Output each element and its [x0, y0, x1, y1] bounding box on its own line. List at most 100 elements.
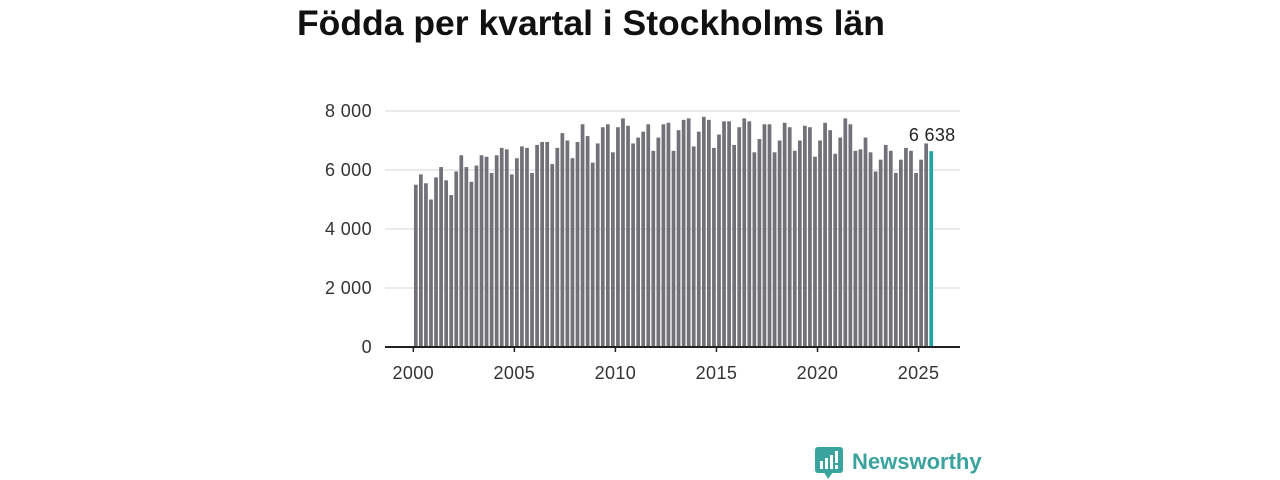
bar-2004-q3: [504, 149, 509, 347]
bar-2019-q3: [808, 127, 812, 347]
bar-2024-q2: [904, 147, 908, 348]
bar-2010-q3: [626, 125, 630, 347]
bar-2004-q2: [499, 147, 504, 348]
bar-2001-q4: [449, 195, 454, 347]
x-tick-label-2010: 2010: [595, 363, 637, 383]
bar-2009-q2: [600, 127, 605, 347]
bar-2017-q2: [762, 124, 767, 347]
bar-2004-q1: [494, 155, 499, 347]
bar-2014-q2: [701, 116, 706, 348]
x-tick-label-2015: 2015: [696, 363, 738, 383]
bar-2013-q3: [686, 118, 691, 348]
bar-2015-q3: [727, 121, 731, 347]
bar-2001-q2: [439, 167, 443, 347]
bar-2012-q4: [671, 150, 676, 347]
bar-2016-q4: [752, 152, 757, 347]
y-axis-labels: 0 2 000 4 000 6 000 8 000: [325, 101, 372, 357]
bar-2020-q4: [833, 153, 838, 347]
bar-2008-q2: [580, 124, 585, 347]
bar-2012-q2: [661, 124, 666, 347]
bar-2025-q2: [924, 143, 929, 347]
y-tick-label-2000: 2 000: [325, 278, 372, 298]
bar-2024-q3: [909, 150, 913, 347]
bar-2001-q1: [434, 177, 438, 348]
bar-2010-q2: [621, 118, 625, 348]
bar-2022-q1: [858, 149, 863, 347]
bar-2020-q1: [818, 140, 822, 347]
bar-2004-q4: [509, 174, 514, 347]
brand-name: Newsworthy: [852, 449, 982, 474]
bar-2018-q1: [777, 140, 782, 347]
bar-2021-q3: [848, 124, 853, 347]
bar-2022-q4: [873, 171, 878, 347]
bar-2013-q4: [691, 146, 696, 347]
y-tick-label-4000: 4 000: [325, 219, 372, 239]
bar-2008-q4: [590, 162, 595, 348]
bar-2023-q3: [888, 150, 893, 347]
bar-2017-q3: [767, 124, 772, 347]
x-tick-label-2025: 2025: [898, 363, 940, 383]
bar-2014-q1: [696, 131, 701, 347]
bar-2014-q3: [707, 119, 711, 347]
bar-2018-q4: [792, 150, 797, 347]
bar-2018-q2: [782, 122, 787, 347]
bar-2021-q2: [843, 118, 848, 348]
bar-2007-q3: [565, 140, 570, 347]
bar-2005-q3: [525, 147, 529, 348]
bar-2003-q4: [489, 172, 494, 347]
bar-2023-q2: [883, 144, 888, 347]
bar-2003-q3: [484, 156, 489, 347]
bar-2012-q1: [656, 137, 661, 347]
bar-2017-q1: [757, 139, 762, 347]
bar-2002-q1: [454, 171, 459, 347]
x-tick-label-2005: 2005: [494, 363, 536, 383]
bar-2009-q4: [611, 152, 615, 347]
bar-2010-q1: [616, 127, 620, 347]
bar-2011-q2: [641, 131, 646, 347]
newsworthy-logo: Newsworthy: [815, 447, 990, 479]
bar-2001-q3: [444, 180, 449, 347]
bar-2011-q4: [651, 150, 656, 347]
bar-2015-q4: [732, 144, 737, 347]
bar-2002-q2: [459, 155, 464, 347]
bar-2013-q1: [676, 130, 681, 347]
bar-2002-q4: [469, 181, 474, 347]
bar-2021-q4: [853, 150, 858, 347]
y-tick-label-0: 0: [362, 337, 372, 357]
newsworthy-logo-icon: [815, 447, 843, 479]
bar-2003-q1: [474, 165, 479, 347]
bar-2005-q1: [515, 158, 519, 347]
x-tick-label-2020: 2020: [797, 363, 839, 383]
bar-2006-q3: [545, 141, 550, 347]
bar-2013-q2: [681, 119, 686, 347]
bar-2000-q1: [413, 184, 418, 347]
bar-2006-q1: [535, 144, 539, 347]
bar-2000-q3: [424, 183, 428, 347]
bar-2007-q2: [560, 133, 565, 348]
chart-title: Födda per kvartal i Stockholms län: [297, 3, 885, 43]
bar-2006-q4: [550, 164, 555, 347]
bar-2008-q1: [575, 141, 580, 347]
bar-2012-q3: [666, 122, 671, 347]
bar-2020-q3: [828, 130, 833, 347]
bar-2010-q4: [631, 143, 635, 347]
x-tick-label-2000: 2000: [392, 363, 434, 383]
bar-2021-q1: [838, 137, 843, 347]
bar-2025-q1: [919, 159, 923, 347]
bar-2017-q4: [772, 152, 777, 347]
y-tick-label-8000: 8 000: [325, 101, 372, 121]
bar-2002-q3: [464, 167, 469, 347]
bar-2000-q4: [429, 199, 433, 347]
bar-2000-q2: [419, 174, 423, 347]
bar-2005-q2: [520, 146, 524, 347]
bar-2022-q3: [868, 152, 873, 347]
bar-2009-q3: [605, 124, 610, 347]
bar-2006-q2: [540, 141, 545, 347]
bar-2011-q3: [646, 124, 651, 347]
bar-2007-q1: [555, 147, 560, 348]
bar-2014-q4: [712, 147, 716, 348]
bar-2019-q4: [813, 156, 817, 347]
bar-2007-q4: [570, 158, 575, 347]
